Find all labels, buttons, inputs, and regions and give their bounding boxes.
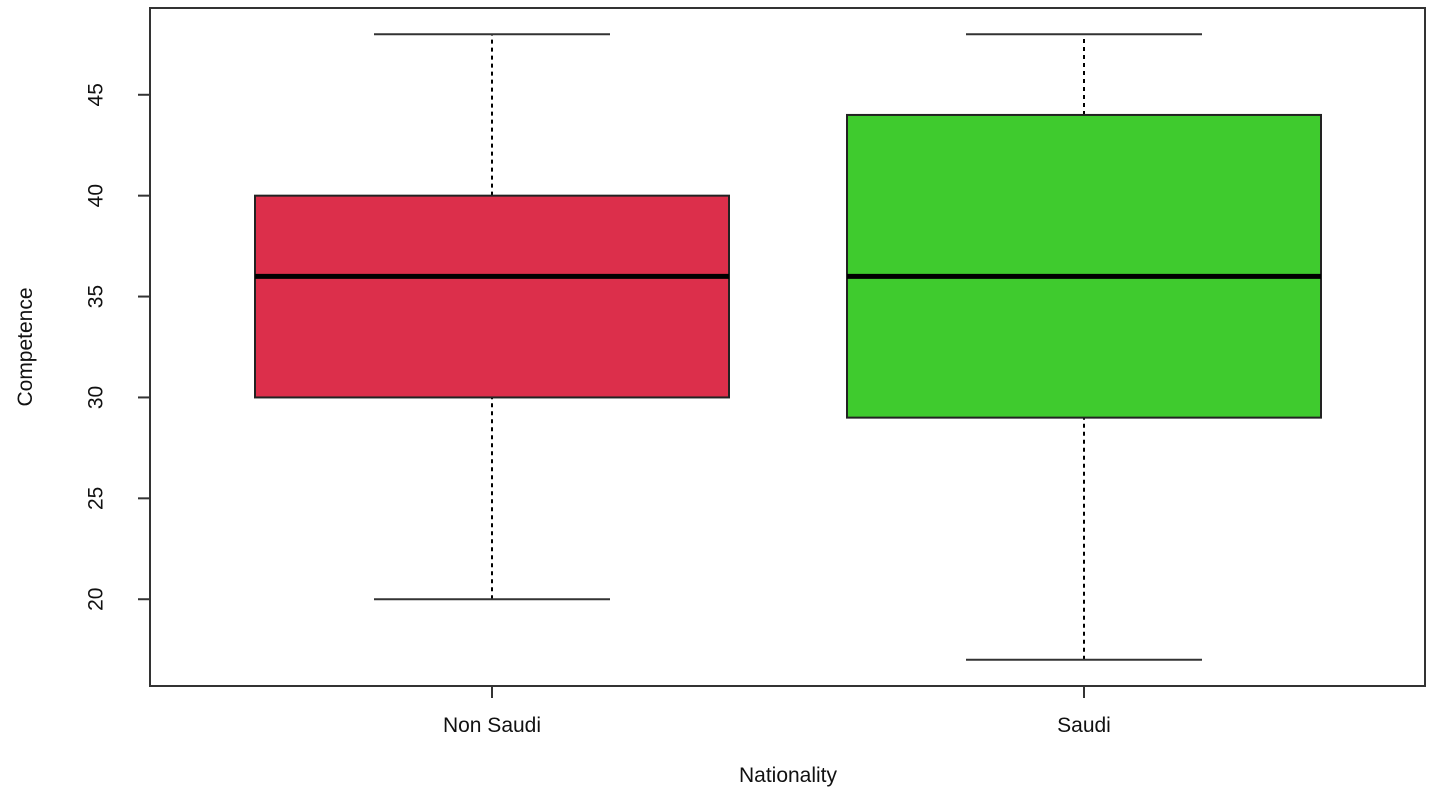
x-tick-label-non-saudi: Non Saudi	[443, 714, 541, 737]
x-axis-title: Nationality	[739, 764, 838, 787]
box-group-non-saudi	[254, 33, 730, 601]
y-tick-label-35: 35	[85, 285, 108, 308]
iqr-box-saudi	[846, 113, 1322, 419]
y-tick-label-30: 30	[85, 386, 108, 409]
y-tick-label-25: 25	[85, 487, 108, 510]
boxes-layer	[254, 33, 1322, 661]
y-tick-label-45: 45	[85, 83, 108, 106]
y-axis: 20 25 30 35 40 45	[85, 83, 151, 611]
x-tick-label-saudi: Saudi	[1057, 714, 1111, 737]
y-tick-label-20: 20	[85, 588, 108, 611]
iqr-box-non-saudi	[254, 194, 730, 399]
y-axis-title: Competence	[14, 287, 37, 406]
box-group-saudi	[846, 33, 1322, 661]
y-tick-label-40: 40	[85, 184, 108, 207]
x-axis: Non Saudi Saudi	[443, 686, 1111, 737]
